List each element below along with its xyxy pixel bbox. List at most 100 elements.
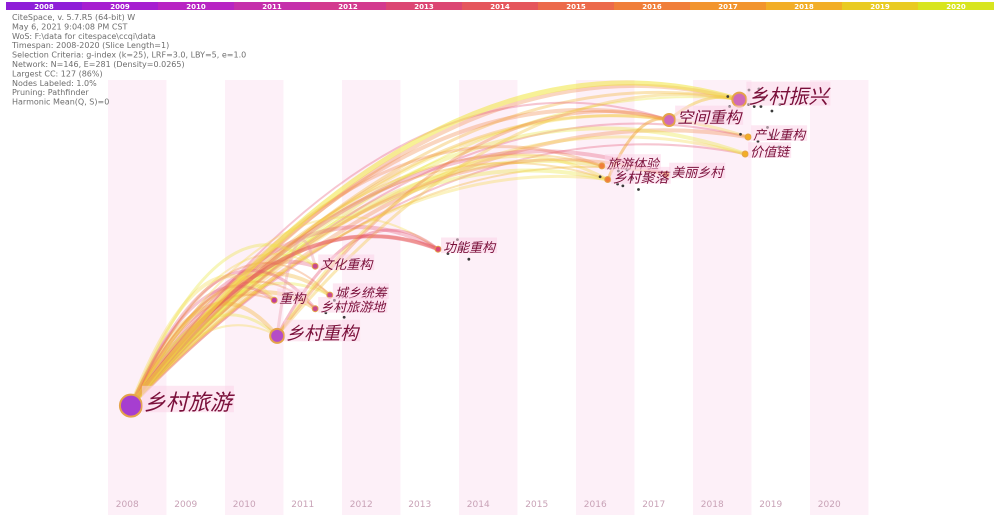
keyword-node-value-chain (741, 150, 749, 158)
citation-link (129, 158, 668, 408)
citation-link (128, 301, 280, 408)
keyword-node-rural-tourism (118, 393, 143, 418)
keyword-label-value-chain: 价值链 (750, 146, 791, 161)
meta-line: Timespan: 2008-2020 (Slice Length=1) (11, 41, 169, 50)
keyword-node-rural-revitalization (731, 91, 748, 108)
year-band-2020 (810, 80, 869, 515)
meta-line: CiteSpace, v. 5.7.R5 (64-bit) W (12, 13, 135, 22)
keyword-node-spatial-restructuring (662, 113, 677, 127)
year-foot-label: 2018 (701, 500, 724, 510)
keyword-label-rural-restructuring: 乡村重构 (286, 324, 360, 345)
year-foot-label: 2020 (818, 500, 841, 510)
minor-node (759, 105, 763, 108)
citation-link (129, 293, 276, 407)
citation-link (129, 96, 741, 407)
year-band-2018 (693, 80, 752, 515)
keyword-label-bg (141, 385, 234, 413)
citation-link (129, 261, 331, 407)
keyword-label-bg (610, 166, 671, 184)
year-foot-label: 2011 (291, 500, 314, 510)
keyword-node-cultural-restructuring (311, 262, 319, 270)
keyword-label-cultural-restructuring: 文化重构 (320, 257, 374, 273)
year-head-label: 2012 (338, 3, 358, 11)
year-color-segment (310, 2, 386, 10)
year-head-label: 2010 (186, 3, 206, 11)
minor-node (621, 184, 625, 188)
year-head-label: 2018 (794, 3, 814, 11)
keyword-label-bg (669, 162, 726, 179)
keyword-label-spatial-restructuring: 空间重构 (677, 108, 743, 127)
keyword-label-bg (284, 319, 361, 342)
meta-line: Pruning: Pathfinder (12, 88, 89, 97)
year-band-2016 (576, 80, 635, 515)
minor-node (739, 132, 742, 136)
year-foot-label: 2019 (759, 500, 782, 510)
year-color-segment (538, 2, 614, 10)
keyword-node-rural-restructuring (269, 327, 286, 344)
year-color-segment (918, 2, 994, 10)
year-head-label: 2014 (490, 3, 510, 11)
keyword-label-rural-tourism-site: 乡村旅游地 (320, 300, 387, 315)
year-color-segment (690, 2, 766, 10)
minor-node (726, 95, 730, 98)
keyword-node-restructuring (270, 296, 278, 304)
citation-link (128, 126, 748, 408)
keyword-label-rural-revitalization: 乡村振兴 (748, 85, 831, 109)
year-foot-label: 2015 (525, 500, 548, 510)
citation-link (128, 271, 332, 408)
meta-line: Selection Criteria: g-index (k=25), LRF=… (12, 51, 246, 60)
citation-link (128, 80, 742, 409)
keyword-label-bg (318, 254, 375, 271)
year-head-label: 2016 (642, 3, 662, 11)
year-color-segment (386, 2, 462, 10)
keyword-node-tourism-experience (598, 162, 606, 170)
keyword-label-rural-tourism: 乡村旅游 (144, 391, 236, 416)
year-color-segment (462, 2, 538, 10)
year-foot-label: 2008 (116, 500, 139, 510)
year-head-label: 2008 (34, 3, 54, 11)
citation-link (128, 128, 751, 408)
keyword-label-bg (675, 105, 744, 125)
year-color-segment (842, 2, 918, 10)
keyword-node-rural-settlement (604, 176, 612, 183)
keyword-label-restructuring: 重构 (279, 292, 307, 307)
year-foot-label: 2014 (467, 500, 490, 510)
keyword-label-bg (751, 125, 808, 141)
keyword-node-industry-restructuring (744, 133, 752, 141)
citation-link (129, 243, 317, 408)
keyword-label-bg (277, 288, 308, 305)
citation-link (129, 122, 750, 407)
year-head-label: 2011 (262, 3, 282, 11)
citation-link (129, 174, 610, 408)
meta-line: Network: N=146, E=281 (Density=0.0265) (12, 60, 185, 69)
citation-link (129, 284, 276, 408)
year-color-segment (614, 2, 690, 10)
year-band-2014 (459, 80, 518, 515)
year-color-segment (766, 2, 842, 10)
citation-link (129, 281, 332, 408)
year-foot-label: 2009 (174, 500, 197, 510)
keyword-label-bg (441, 237, 498, 254)
keyword-label-bg (748, 142, 792, 158)
meta-line: May 6, 2021 9:04:08 PM CST (12, 22, 127, 31)
citation-link (129, 135, 747, 408)
keyword-label-function-restructuring: 功能重构 (443, 241, 497, 256)
year-head-label: 2009 (110, 3, 130, 11)
citation-link (129, 145, 604, 408)
meta-line: Harmonic Mean(Q, S)=0 (12, 98, 109, 107)
citation-link (129, 90, 741, 408)
citation-link (129, 165, 668, 407)
timeline-year-axis: 2008 2009 2010 2011 2012 2013 2014 2015 2016 2017… (116, 500, 841, 510)
year-foot-label: 2012 (350, 500, 373, 510)
year-band-2008 (108, 80, 167, 515)
year-color-segment (234, 2, 310, 10)
keyword-label-bg (318, 297, 388, 313)
citation-link (128, 274, 277, 408)
timeline-color-bar: 2008 2009 2010 2011 2012 2013 2014 2015 2016 2017… (6, 2, 994, 11)
citation-link (129, 143, 747, 407)
year-color-segment (6, 2, 82, 10)
citation-link (128, 158, 604, 408)
year-foot-label: 2010 (233, 500, 256, 510)
